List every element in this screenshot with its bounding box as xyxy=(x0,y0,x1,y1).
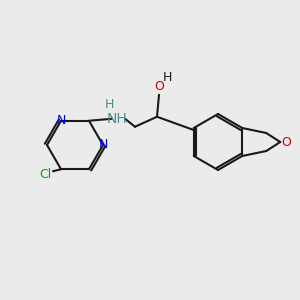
Text: O: O xyxy=(154,80,164,93)
Text: O: O xyxy=(281,136,291,148)
Text: H: H xyxy=(162,71,172,84)
Text: N: N xyxy=(98,139,108,152)
Text: N: N xyxy=(56,114,66,127)
Text: Cl: Cl xyxy=(39,168,51,181)
Text: NH: NH xyxy=(106,112,128,126)
Text: H: H xyxy=(104,98,114,111)
